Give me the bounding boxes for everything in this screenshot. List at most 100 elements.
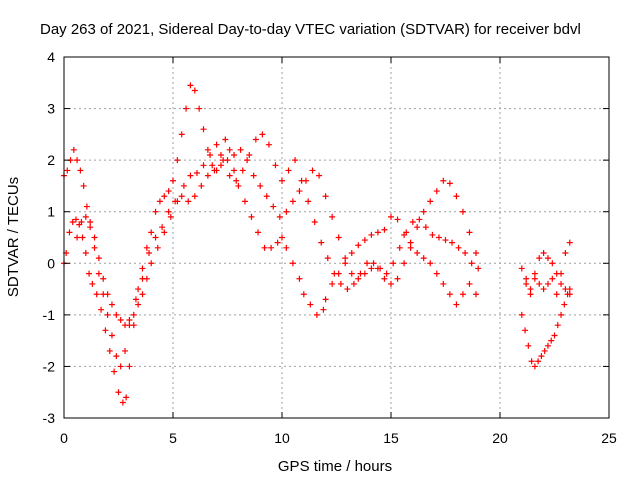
data-point [433,188,440,195]
x-tick-label: 25 [601,430,617,446]
x-tick-label: 20 [492,430,508,446]
data-point [126,363,133,370]
data-marks [61,82,573,406]
data-point [536,280,543,287]
series-track-4 [518,239,573,298]
data-point [329,213,336,220]
data-point [106,347,113,354]
data-point [193,170,200,177]
data-point [117,317,124,324]
data-point [265,141,272,148]
y-tick-label: 3 [47,101,55,117]
data-point [250,172,257,179]
data-point [475,265,482,272]
data-point [146,249,153,256]
data-point [381,226,388,233]
data-point [108,301,115,308]
data-point [414,249,421,256]
data-point [272,162,279,169]
data-point [113,353,120,360]
data-point [370,260,377,267]
data-point [518,265,525,272]
data-point [407,244,414,251]
data-point [388,213,394,220]
data-point [531,363,538,370]
data-point [350,280,357,287]
data-point [148,260,155,267]
plot-frame [63,56,610,419]
y-tick-label: 2 [47,152,55,168]
series-track-2 [61,131,482,329]
data-point [540,286,547,293]
data-point [394,275,401,282]
data-point [562,286,569,293]
data-point [132,296,139,303]
data-point [551,332,558,339]
data-point [178,193,185,200]
data-point [235,182,242,189]
data-point [172,198,179,205]
data-point [466,229,473,236]
data-point [174,157,181,164]
data-point [159,224,166,231]
data-point [122,347,129,354]
data-point [187,172,194,179]
data-point [279,177,285,184]
data-point [87,219,94,226]
data-point [531,270,538,277]
data-point [292,157,299,164]
data-point [540,249,547,256]
data-point [213,141,220,148]
data-point [74,157,81,164]
data-point [566,239,573,246]
data-point [381,275,388,282]
data-point [185,198,192,205]
data-point [558,311,565,318]
data-point [414,224,421,231]
data-point [553,270,560,277]
data-point [261,244,268,251]
data-point [296,188,303,195]
data-point [309,167,316,174]
data-point [453,301,460,308]
data-point [139,265,146,272]
data-point [396,244,403,251]
data-point [161,193,168,200]
data-point [226,146,233,153]
data-point [276,213,283,220]
data-point [139,291,146,298]
data-point [548,337,555,344]
data-point [255,229,262,236]
data-point [200,162,207,169]
data-point [126,322,133,329]
data-point [324,255,331,262]
data-point [165,208,172,215]
data-point [98,306,105,313]
data-point [119,399,126,406]
data-point [342,260,349,267]
data-point [466,280,473,287]
data-point [337,280,344,287]
data-point [549,275,556,282]
data-point [296,275,303,282]
x-tick-label: 0 [60,430,68,446]
data-point [91,244,98,251]
data-point [322,193,329,200]
data-point [449,239,456,246]
data-point [440,280,447,287]
data-point [246,151,253,158]
data-point [70,146,77,153]
data-point [191,87,198,94]
data-point [348,270,355,277]
data-point [79,234,86,241]
data-point [231,167,238,174]
data-point [180,182,187,189]
data-point [473,249,480,256]
data-point [86,270,93,277]
data-point [257,182,264,189]
data-point [239,167,246,174]
data-point [259,131,266,138]
data-point [200,126,207,133]
data-point [523,280,530,287]
y-tick-label: 4 [47,49,55,65]
